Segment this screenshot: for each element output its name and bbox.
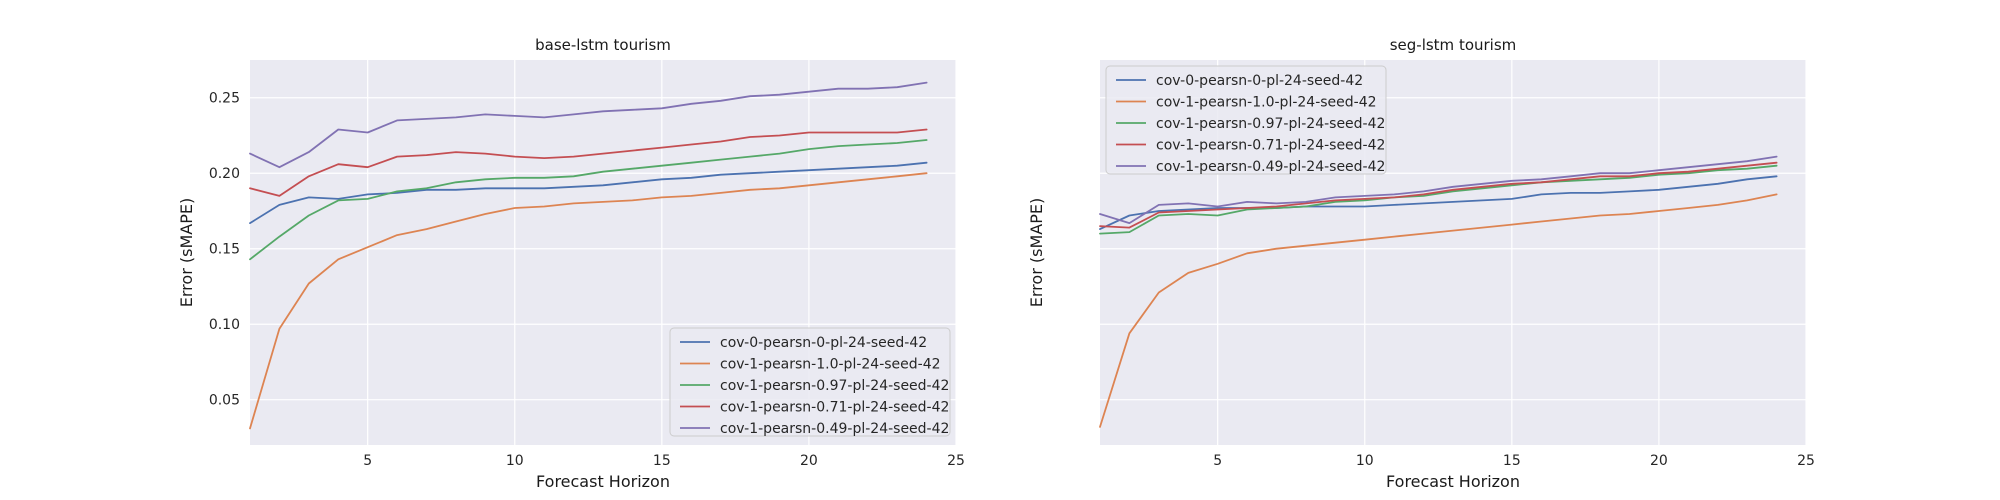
x-tick-label: 15 [1503,453,1521,469]
legend-entry: cov-1-pearsn-1.0-pl-24-seed-42 [1156,95,1377,111]
legend-entry: cov-1-pearsn-0.49-pl-24-seed-42 [1156,159,1385,175]
chart-panel-1: base-lstm tourism 5 10 15 20 25 0.05 0.10 0.15 0.… [177,36,965,491]
y-axis-label: Error (sMAPE) [1027,198,1046,307]
y-tick-label: 0.10 [209,317,240,333]
x-axis-label: Forecast Horizon [536,472,670,491]
x-tick-label: 20 [1650,453,1668,469]
series-line-2 [249,172,928,430]
series-line-4 [249,128,928,197]
x-tick-label: 10 [506,453,524,469]
y-tick-label: 0.15 [209,242,240,258]
chart-title: base-lstm tourism [535,36,671,54]
series-line-3 [1099,164,1778,235]
y-tick-label: 0.20 [209,166,240,182]
y-tick-label: 0.25 [209,91,240,107]
y-axis-label: Error (sMAPE) [177,198,196,307]
legend-entry: cov-1-pearsn-1.0-pl-24-seed-42 [720,357,941,373]
legend-entry: cov-1-pearsn-0.97-pl-24-seed-42 [1156,116,1385,132]
legend-frame [669,327,951,437]
series-line-4 [1099,161,1778,229]
legend: cov-0-pearsn-0-pl-24-seed-42 cov-1-pearsn… [669,327,951,437]
series-line-5 [1099,155,1778,225]
grid [250,60,957,445]
x-tick-label: 25 [947,453,965,469]
series-line-5 [249,81,928,169]
x-axis-label: Forecast Horizon [1386,472,1520,491]
series-line-2 [1099,193,1778,428]
x-tick-label: 20 [800,453,818,469]
x-tick-label: 5 [363,453,372,469]
x-tick-label: 25 [1797,453,1815,469]
legend-entry: cov-0-pearsn-0-pl-24-seed-42 [1156,73,1363,89]
chart-title: seg-lstm tourism [1390,36,1517,54]
y-tick-label: 0.05 [209,393,240,409]
x-tick-label: 15 [653,453,671,469]
legend-entry: cov-1-pearsn-0.97-pl-24-seed-42 [720,378,949,394]
chart-panel-2: seg-lstm tourism 5 10 15 20 25 Forecast Horizo… [1027,36,1815,491]
series-line-1 [1099,175,1778,231]
legend: cov-0-pearsn-0-pl-24-seed-42 cov-1-pearsn… [1105,65,1387,175]
series-line-3 [249,139,928,261]
legend-entry: cov-0-pearsn-0-pl-24-seed-42 [720,335,927,351]
legend-entry: cov-1-pearsn-0.71-pl-24-seed-42 [720,400,949,416]
series-line-1 [249,161,928,225]
legend-entry: cov-1-pearsn-0.71-pl-24-seed-42 [1156,138,1385,154]
legend-entry: cov-1-pearsn-0.49-pl-24-seed-42 [720,421,949,437]
x-tick-label: 10 [1356,453,1374,469]
legend-frame [1105,65,1387,175]
x-tick-label: 5 [1213,453,1222,469]
